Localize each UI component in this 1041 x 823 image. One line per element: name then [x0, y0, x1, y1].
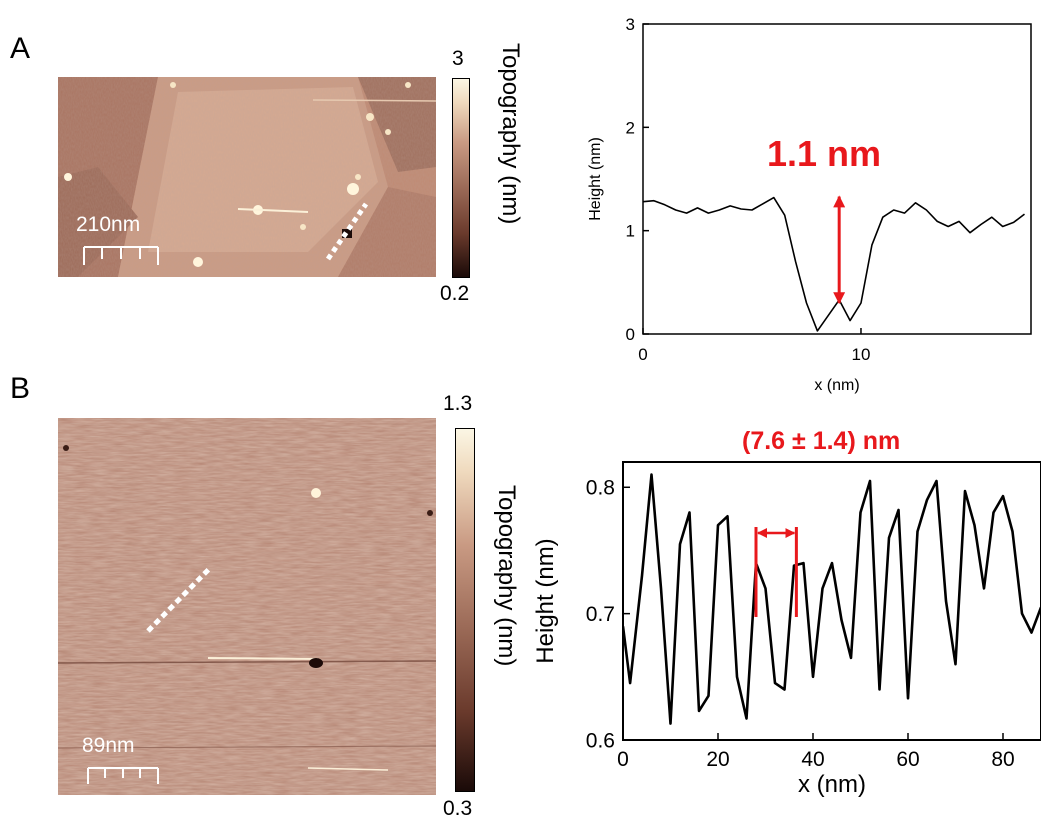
colorbar-min-label-a: 0.2: [440, 282, 470, 305]
colorbar-max-label-a: 3: [452, 47, 464, 70]
afm-topography-image-a: 210nm: [58, 77, 436, 277]
colorbar-min-label-b: 0.3: [443, 797, 473, 820]
panel-letter-a: A: [10, 32, 31, 65]
annotation-label-a: 1.1 nm: [767, 133, 882, 174]
scale-bar-a: [83, 246, 159, 265]
afm-topography-image-b: 89nm: [58, 418, 436, 795]
colorbar-b: [455, 428, 475, 792]
scale-bar-label-a: 210nm: [76, 213, 141, 236]
x-tick-label-1-2: 40: [801, 748, 824, 771]
colorbar-max-label-b: 1.3: [443, 392, 473, 415]
colorbar-title-b: Topography (nm): [493, 485, 520, 667]
plot-frame-1: [622, 461, 1041, 741]
x-tick-label-1-4: 80: [991, 748, 1014, 771]
y-axis-label-0: Height (nm): [587, 137, 604, 221]
y-tick-label-0-2: 2: [626, 118, 635, 137]
scale-bar-b: [87, 767, 159, 784]
annotation-label-b: (7.6 ± 1.4) nm: [742, 427, 901, 455]
x-tick-label-0-0: 0: [638, 345, 647, 364]
series-line-0: [643, 196, 1025, 332]
x-axis-label-1: x (nm): [798, 771, 866, 798]
x-axis-label-0: x (nm): [814, 377, 859, 394]
y-tick-label-1-2: 0.8: [586, 477, 615, 500]
x-tick-label-1-0: 0: [617, 748, 629, 771]
colorbar-a: [452, 78, 470, 278]
y-axis-label-1: Height (nm): [532, 538, 559, 663]
y-tick-label-1-0: 0.6: [586, 729, 615, 752]
x-tick-label-1-3: 60: [896, 748, 919, 771]
series-line-1: [623, 473, 1041, 725]
scale-bar-label-b: 89nm: [82, 734, 135, 757]
x-tick-label-1-1: 20: [706, 748, 729, 771]
y-tick-label-0-0: 0: [626, 325, 635, 344]
y-tick-label-0-3: 3: [626, 15, 635, 34]
colorbar-title-a: Topography (nm): [497, 43, 524, 225]
y-tick-label-0-1: 1: [626, 222, 635, 241]
plot-frame-0: [642, 23, 1032, 335]
x-tick-label-0-1: 10: [852, 345, 871, 364]
y-tick-label-1-1: 0.7: [586, 603, 615, 626]
panel-letter-b: B: [10, 372, 31, 405]
